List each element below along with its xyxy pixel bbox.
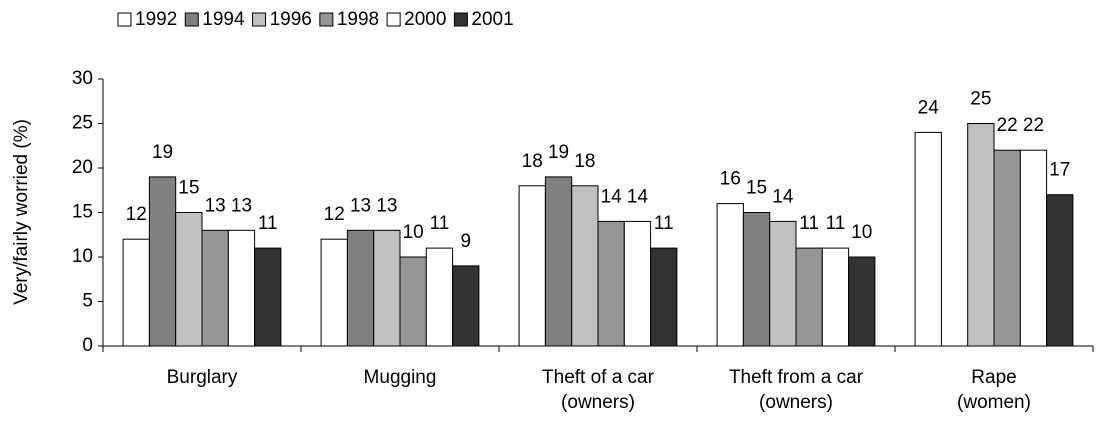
y-tick-label: 0 — [82, 335, 93, 356]
bar — [175, 212, 203, 347]
data-label: 14 — [772, 186, 794, 207]
data-label: 12 — [324, 204, 345, 225]
data-label: 13 — [231, 195, 252, 216]
legend-label: 1998 — [337, 9, 379, 30]
y-tick-label: 5 — [82, 291, 93, 312]
legend-label: 2000 — [404, 9, 446, 30]
y-tick-label: 10 — [72, 246, 93, 267]
bar — [795, 247, 823, 347]
data-label: 19 — [152, 142, 173, 163]
bar — [967, 123, 995, 347]
data-label: 9 — [460, 231, 471, 252]
x-tick-label: Rape (women) — [957, 367, 1031, 413]
x-tick-label-line: Theft of a car — [542, 367, 655, 388]
bar — [848, 256, 876, 347]
data-label: 18 — [574, 151, 595, 172]
legend-swatch — [117, 12, 132, 27]
data-label: 19 — [548, 142, 569, 163]
bar — [148, 176, 177, 347]
bar — [742, 212, 771, 347]
y-tick-label: 20 — [72, 157, 93, 178]
data-label: 10 — [403, 222, 424, 243]
legend-swatch — [252, 12, 267, 27]
x-tick-label-line: (owners) — [759, 392, 833, 413]
legend-swatch — [319, 12, 334, 27]
x-tick-label: Mugging — [364, 367, 437, 388]
data-label: 11 — [799, 213, 819, 234]
data-label: 10 — [851, 222, 872, 243]
bar — [201, 229, 229, 347]
legend-label: 1992 — [135, 9, 177, 30]
data-label: 13 — [205, 195, 226, 216]
bar — [914, 131, 942, 347]
data-label: 14 — [627, 186, 649, 207]
data-label: 18 — [522, 151, 543, 172]
data-label: 25 — [970, 89, 991, 110]
bar — [623, 220, 652, 347]
bar — [716, 203, 744, 347]
bar — [597, 220, 625, 347]
legend-label: 2001 — [471, 9, 513, 30]
bar — [425, 247, 454, 347]
data-label: 16 — [720, 169, 741, 190]
data-label: 22 — [997, 115, 1018, 136]
x-tick-label: Burglary — [167, 367, 238, 388]
bar — [346, 229, 375, 347]
x-tick-label-line: Rape — [971, 367, 1016, 388]
y-axis-title: Very/fairly worried (%) — [11, 119, 32, 305]
data-label: 14 — [601, 186, 623, 207]
y-tick-label: 25 — [72, 113, 93, 134]
data-label: 11 — [430, 213, 450, 234]
y-tick-label: 30 — [72, 68, 93, 89]
bar — [544, 176, 573, 347]
legend-swatch — [453, 12, 468, 27]
bar — [571, 185, 599, 347]
bar — [821, 247, 850, 347]
bar — [650, 247, 678, 347]
legend-label: 1996 — [270, 9, 312, 30]
bar — [993, 149, 1021, 347]
data-label: 17 — [1049, 160, 1070, 181]
bar — [1019, 149, 1048, 347]
data-label: 22 — [1023, 115, 1044, 136]
bar — [254, 247, 282, 347]
bar — [122, 238, 150, 347]
data-label: 12 — [126, 204, 147, 225]
data-label: 15 — [178, 178, 199, 199]
data-label: 11 — [654, 213, 674, 234]
bar — [1046, 194, 1074, 347]
bar — [518, 185, 546, 347]
data-label: 15 — [746, 178, 767, 199]
data-label: 13 — [376, 195, 397, 216]
legend-label: 1994 — [202, 9, 245, 30]
legend-swatch — [386, 12, 401, 27]
data-label: 24 — [918, 97, 940, 118]
x-tick-label-line: (owners) — [561, 392, 635, 413]
y-tick-label: 15 — [72, 202, 93, 223]
bar — [320, 238, 348, 347]
x-tick-label: Theft of a car (owners) — [542, 367, 655, 413]
data-label: 11 — [258, 213, 278, 234]
bar — [769, 220, 797, 347]
x-tick-label-line: Theft from a car — [729, 367, 864, 388]
data-label: 13 — [350, 195, 371, 216]
bar — [399, 256, 427, 347]
bar — [373, 229, 401, 347]
legend-swatch — [184, 12, 199, 27]
x-tick-label: Theft from a car (owners) — [729, 367, 864, 413]
data-label: 11 — [826, 213, 846, 234]
bar — [227, 229, 256, 347]
bar — [452, 265, 480, 347]
x-tick-label-line: (women) — [957, 392, 1031, 413]
